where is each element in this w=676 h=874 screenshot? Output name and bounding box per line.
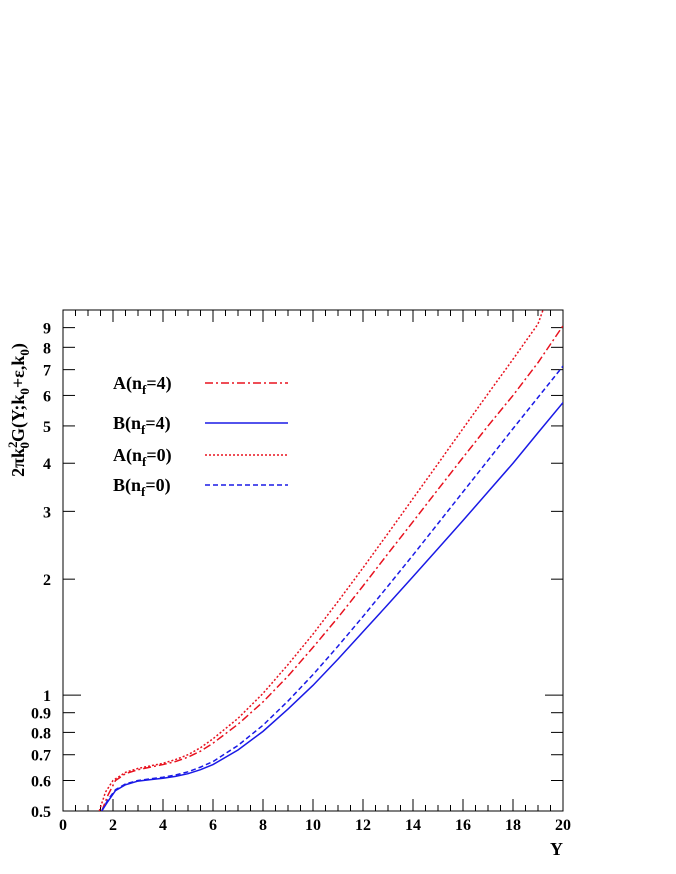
y-tick-label: 1 — [43, 688, 51, 705]
y-tick-label: 2 — [43, 572, 51, 589]
series-line-4 — [101, 365, 563, 811]
x-tick-label: 8 — [259, 817, 267, 834]
x-tick-label: 0 — [59, 817, 67, 834]
y-tick-label: 0.9 — [31, 706, 51, 723]
legend-label-3: A(nf=0) — [113, 445, 172, 469]
y-tick-label: 0.6 — [31, 774, 51, 791]
x-tick-label: 12 — [355, 817, 371, 834]
y-tick-label: 8 — [43, 340, 51, 357]
y-tick-label: 6 — [43, 388, 51, 405]
x-tick-label: 4 — [159, 817, 167, 834]
series-line-3 — [98, 310, 544, 811]
x-tick-label: 20 — [555, 817, 571, 834]
x-axis-title: Y — [550, 839, 563, 859]
legend-label-2: B(nf=4) — [113, 413, 171, 437]
y-tick-label: 5 — [43, 419, 51, 436]
legend: A(nf=4) B(nf=4) A(nf=0) B(nf=0) — [113, 373, 288, 499]
legend-label-1: A(nf=4) — [113, 373, 172, 397]
x-tick-label: 16 — [455, 817, 471, 834]
y-tick-label: 7 — [43, 363, 51, 380]
legend-label-4: B(nf=0) — [113, 475, 171, 499]
y-tick-label: 0.5 — [31, 804, 51, 821]
y-tick-label: 4 — [43, 456, 51, 473]
y-tick-label: 3 — [43, 504, 51, 521]
x-axis: 0 2 4 6 8 10 12 14 16 18 20 — [59, 310, 571, 834]
y-axis: 0.5 0.6 0.7 0.8 0.91 2 3 4 5 6 7 8 9 — [31, 321, 563, 821]
y-tick-label: 0.8 — [31, 725, 51, 742]
x-tick-label: 14 — [405, 817, 421, 834]
x-tick-label: 6 — [209, 817, 217, 834]
y-tick-label: 9 — [43, 321, 51, 338]
series-layer — [98, 310, 563, 811]
series-line-1 — [101, 325, 563, 811]
y-tick-label: 0.7 — [31, 748, 51, 765]
x-tick-label: 18 — [505, 817, 521, 834]
y-axis-title: 2πk20G(Y;k0+ε,k0) — [5, 343, 32, 477]
x-tick-label: 2 — [109, 817, 117, 834]
x-tick-label: 10 — [305, 817, 321, 834]
